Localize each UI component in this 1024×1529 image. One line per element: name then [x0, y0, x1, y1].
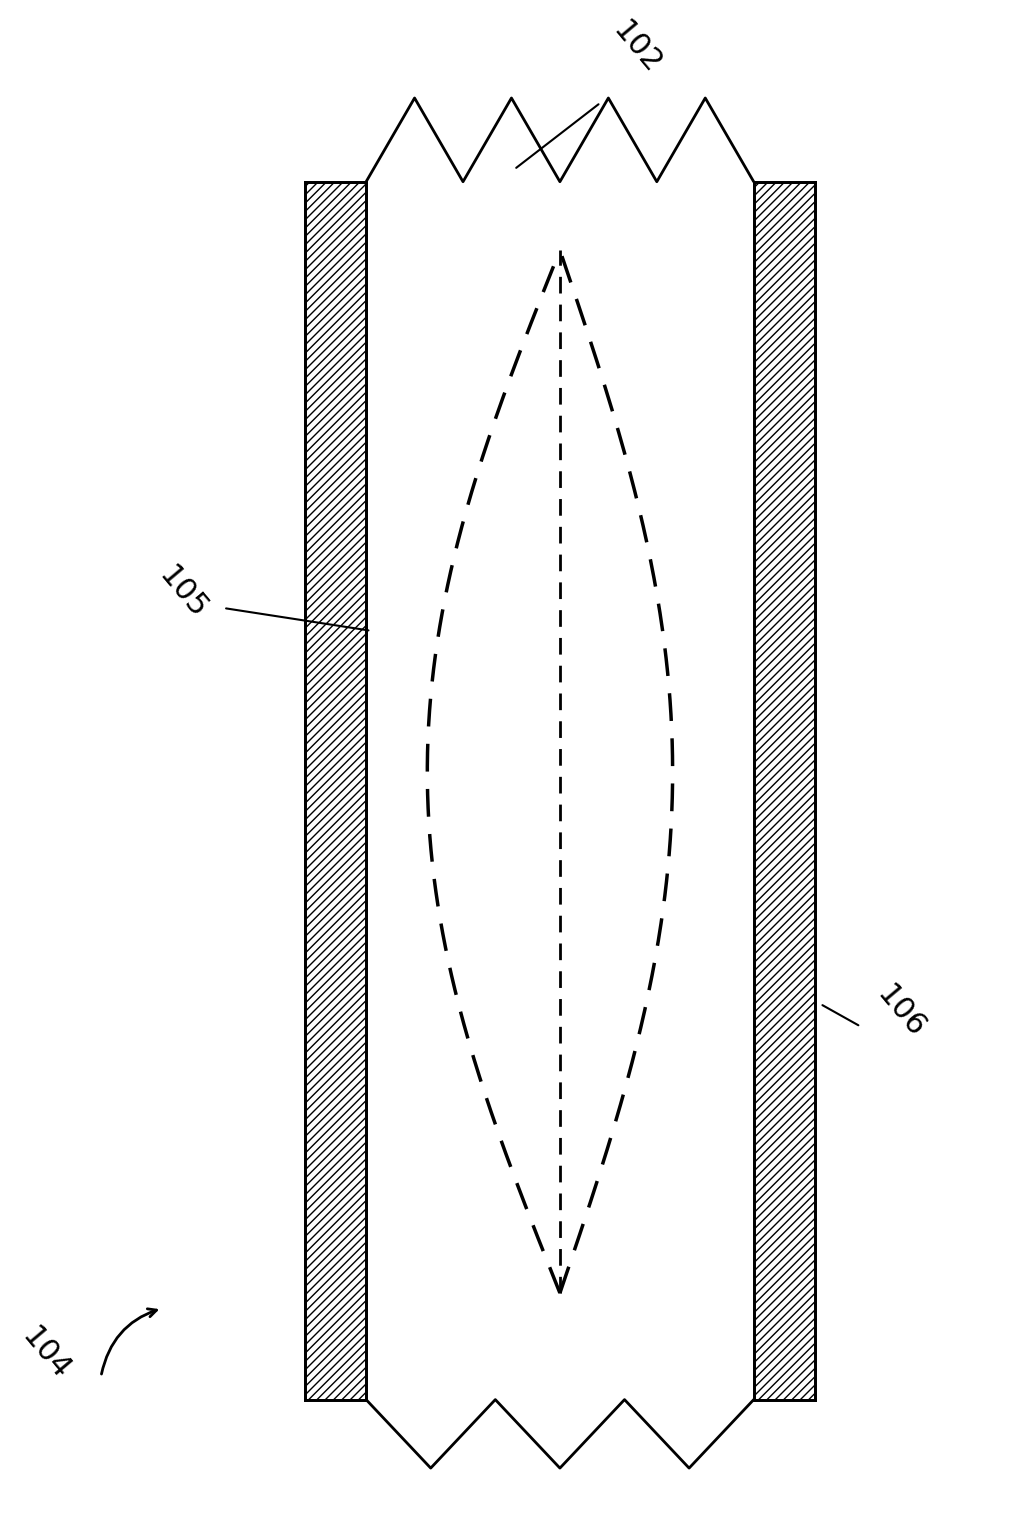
Text: 104: 104 [15, 1323, 76, 1385]
Text: 102: 102 [606, 17, 667, 80]
Bar [305, 182, 367, 1399]
Bar [754, 182, 815, 1399]
Text: 106: 106 [871, 980, 931, 1043]
Text: 105: 105 [153, 561, 212, 624]
